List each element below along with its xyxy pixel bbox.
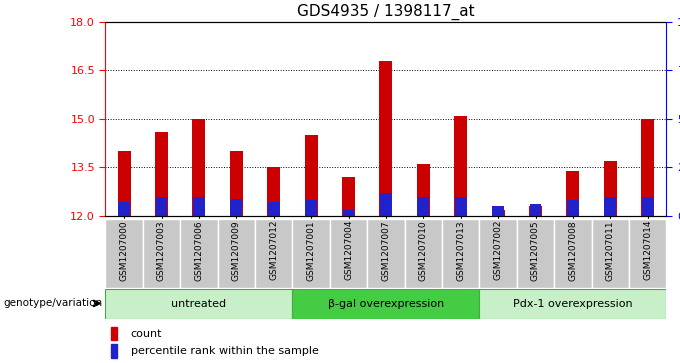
Bar [305, 135, 318, 216]
Bar [111, 327, 117, 340]
FancyBboxPatch shape [554, 219, 592, 288]
Text: percentile rank within the sample: percentile rank within the sample [131, 346, 318, 356]
Text: count: count [131, 329, 162, 339]
FancyBboxPatch shape [218, 219, 255, 288]
Text: GSM1207014: GSM1207014 [643, 220, 652, 281]
FancyBboxPatch shape [180, 219, 218, 288]
Bar [418, 197, 429, 216]
Bar [454, 116, 467, 216]
FancyBboxPatch shape [592, 219, 629, 288]
FancyBboxPatch shape [479, 289, 666, 319]
Text: GSM1207011: GSM1207011 [606, 220, 615, 281]
Text: β-gal overexpression: β-gal overexpression [328, 299, 444, 309]
Bar [417, 164, 430, 216]
Bar [155, 132, 168, 216]
FancyBboxPatch shape [292, 289, 479, 319]
Text: GSM1207007: GSM1207007 [381, 220, 390, 281]
FancyBboxPatch shape [143, 219, 180, 288]
Text: genotype/variation: genotype/variation [3, 298, 102, 309]
Bar [118, 151, 131, 216]
Bar [566, 171, 579, 216]
Text: GSM1207003: GSM1207003 [157, 220, 166, 281]
Text: GSM1207010: GSM1207010 [419, 220, 428, 281]
Bar [118, 203, 130, 216]
Bar [492, 209, 505, 216]
FancyBboxPatch shape [292, 219, 330, 288]
Bar [455, 197, 466, 216]
FancyBboxPatch shape [105, 219, 143, 288]
FancyBboxPatch shape [517, 219, 554, 288]
Bar [492, 206, 504, 216]
Bar [231, 199, 242, 216]
Bar [529, 206, 542, 216]
Bar [268, 203, 279, 216]
Bar [156, 197, 167, 216]
Text: GSM1207012: GSM1207012 [269, 220, 278, 281]
Bar [604, 161, 617, 216]
Bar [192, 119, 205, 216]
Bar [380, 193, 392, 216]
Bar [379, 61, 392, 216]
FancyBboxPatch shape [405, 219, 442, 288]
Text: untreated: untreated [171, 299, 226, 309]
Bar [530, 204, 541, 216]
Bar [230, 151, 243, 216]
FancyBboxPatch shape [367, 219, 405, 288]
Bar [305, 200, 317, 216]
Bar [641, 119, 654, 216]
Text: GSM1207005: GSM1207005 [531, 220, 540, 281]
Text: Pdx-1 overexpression: Pdx-1 overexpression [513, 299, 632, 309]
FancyBboxPatch shape [479, 219, 517, 288]
Text: GSM1207008: GSM1207008 [568, 220, 577, 281]
Text: GSM1207006: GSM1207006 [194, 220, 203, 281]
Text: GSM1207000: GSM1207000 [120, 220, 129, 281]
Bar [343, 210, 354, 216]
Bar [342, 177, 355, 216]
Text: GSM1207001: GSM1207001 [307, 220, 316, 281]
Bar [193, 197, 205, 216]
Bar [642, 197, 653, 216]
Bar [605, 197, 616, 216]
FancyBboxPatch shape [330, 219, 367, 288]
Text: GSM1207009: GSM1207009 [232, 220, 241, 281]
Bar [567, 200, 579, 216]
Text: GSM1207002: GSM1207002 [494, 220, 503, 281]
Bar [111, 344, 117, 358]
FancyBboxPatch shape [255, 219, 292, 288]
Bar [267, 167, 280, 216]
Title: GDS4935 / 1398117_at: GDS4935 / 1398117_at [297, 4, 475, 20]
Text: GSM1207013: GSM1207013 [456, 220, 465, 281]
FancyBboxPatch shape [442, 219, 479, 288]
FancyBboxPatch shape [629, 219, 666, 288]
Text: GSM1207004: GSM1207004 [344, 220, 353, 281]
FancyBboxPatch shape [105, 289, 292, 319]
